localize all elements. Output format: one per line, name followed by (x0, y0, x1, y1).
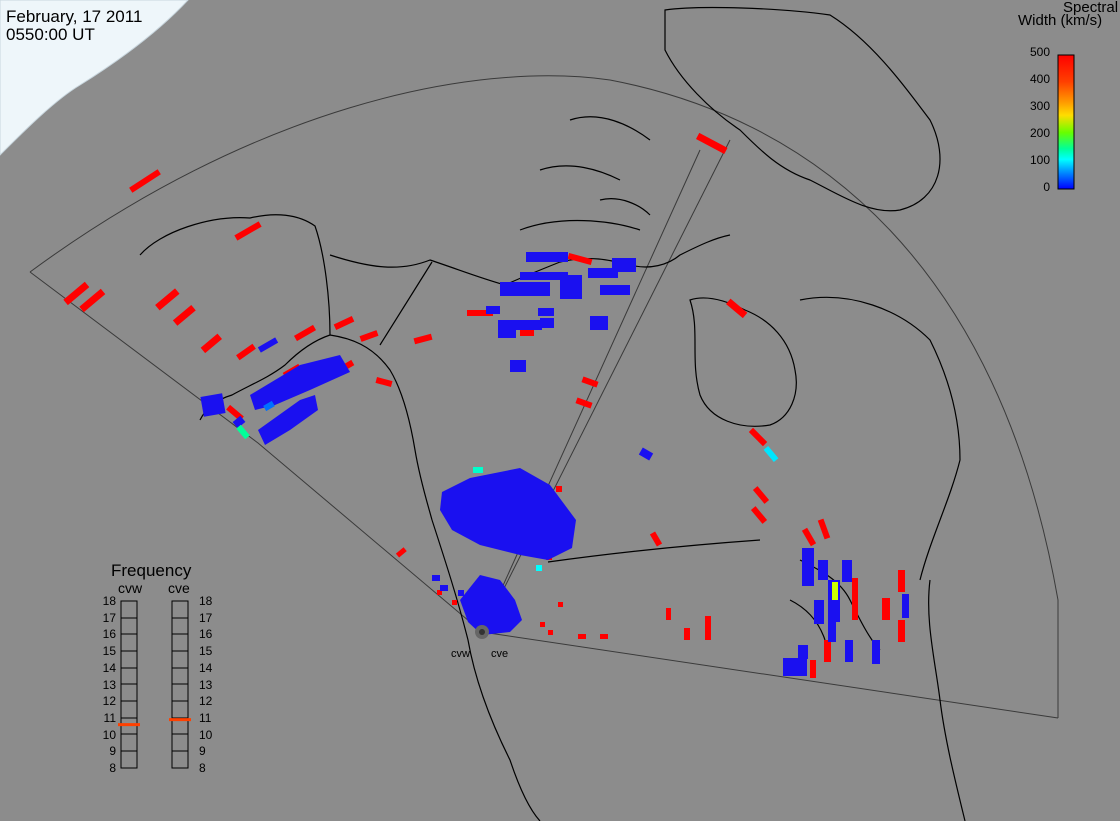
frequency-tick-left: 17 (102, 610, 116, 625)
frequency-tick-right: 18 (199, 594, 213, 608)
frequency-tick-right: 12 (199, 694, 213, 709)
frequency-title: Frequency (111, 561, 192, 580)
colorbar-tick: 200 (1029, 126, 1050, 140)
frequency-tick-right: 14 (199, 660, 213, 675)
frequency-tick-left: 11 (103, 710, 116, 725)
colorbar-title-line2: Width (km/s) (1018, 12, 1103, 29)
frequency-tick-left: 18 (102, 594, 116, 608)
colorbar-tick: 100 (1029, 153, 1050, 167)
frequency-tick-left: 14 (102, 660, 116, 675)
frequency-tick-right: 16 (199, 627, 213, 642)
radar-echoes (63, 132, 909, 678)
frequency-tick-left: 12 (102, 694, 116, 709)
frequency-tick-right: 8 (199, 761, 206, 775)
other-echoes (236, 400, 838, 600)
colorbar-tick: 500 (1029, 45, 1050, 59)
frequency-tick-right: 9 (199, 744, 206, 759)
frequency-gauges (120, 600, 189, 769)
date-label: February, 17 2011 (6, 7, 143, 26)
frequency-right-label: cve (168, 580, 190, 596)
ice-region (0, 0, 189, 156)
time-label: 0550:00 UT (6, 25, 95, 44)
frequency-tick-right: 10 (199, 727, 213, 742)
red-echoes (63, 132, 905, 678)
spectral-width-colorbar (1057, 54, 1075, 190)
frequency-left-label: cvw (118, 580, 143, 596)
frequency-tick-left: 10 (102, 727, 116, 742)
blue-echoes (200, 252, 909, 676)
frequency-tick-left: 16 (102, 627, 116, 642)
site-label-cvw: cvw (451, 648, 470, 660)
colorbar-tick: 300 (1029, 99, 1050, 113)
frequency-tick-left: 15 (102, 644, 116, 659)
colorbar-tick: 0 (1043, 180, 1050, 194)
colorbar-title-line1: Spectral (1063, 0, 1119, 16)
frequency-tick-right: 15 (199, 644, 213, 659)
coastlines (139, 6, 966, 821)
frequency-tick-right: 17 (199, 610, 213, 625)
frequency-tick-right: 11 (199, 710, 212, 725)
frequency-tick-right: 13 (199, 677, 213, 692)
frequency-tick-left: 13 (102, 677, 116, 692)
site-label-cve: cve (491, 648, 509, 660)
frequency-tick-left: 8 (109, 761, 116, 775)
frequency-tick-left: 9 (109, 744, 116, 759)
colorbar-tick: 400 (1029, 72, 1050, 86)
fov-outline (29, 75, 1059, 719)
